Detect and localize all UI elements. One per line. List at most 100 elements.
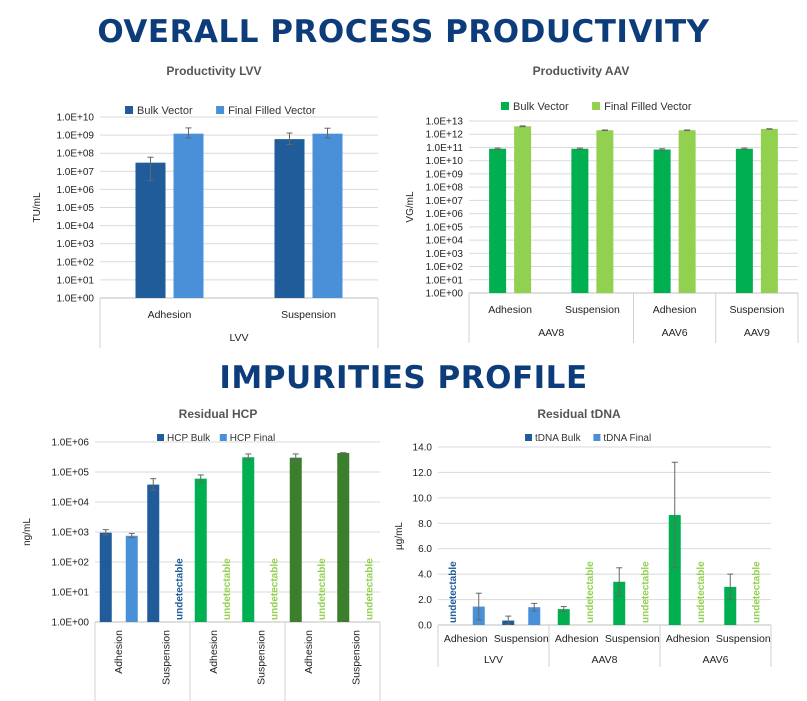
category-label: Adhesion [113,630,125,674]
impurities-section-title: IMPURITIES PROFILE [219,360,588,396]
y-tick-label: 1.0E+13 [425,117,463,128]
legend-label: Final Filled Vector [228,105,316,117]
y-tick-label: 1.0E+02 [56,257,94,268]
bar-bulk [557,609,570,625]
category-label: Suspension [716,633,771,645]
category-label: Suspension [494,633,549,645]
bar-final [528,607,541,625]
y-tick-label: 10.0 [413,493,433,504]
y-tick-label: 1.0E+04 [56,221,94,232]
y-tick-label: 1.0E+07 [425,196,463,207]
bar-bulk [194,478,207,622]
y-tick-label: 0.0 [418,621,432,632]
category-label: Suspension [160,630,172,685]
category-label: Adhesion [653,304,697,316]
legend-label: tDNA Bulk [535,433,582,444]
y-tick-label: 1.0E+01 [51,588,89,599]
y-tick-label: 1.0E+06 [56,185,94,196]
y-axis-label: ng/mL [22,518,33,546]
y-tick-label: 1.0E+09 [56,131,94,142]
y-tick-label: 1.0E+01 [425,275,463,286]
y-axis-label: TU/mL [32,192,43,222]
category-label: Suspension [729,304,784,316]
undetectable-label: undetectable [269,558,280,620]
y-tick-label: 1.0E+06 [51,438,89,449]
y-tick-label: 1.0E+03 [425,249,463,260]
legend-label: Bulk Vector [137,105,193,117]
group-label: LVV [229,332,248,344]
group-label: AAV6 [702,654,728,666]
y-tick-label: 1.0E+01 [56,275,94,286]
category-label: Adhesion [666,633,710,645]
bar-final [312,133,343,298]
undetectable-label: undetectable [585,561,596,623]
legend-swatch [125,106,133,114]
legend-swatch [216,106,225,114]
legend-swatch [592,102,601,110]
category-label: Suspension [281,309,336,321]
bar-bulk [99,532,112,622]
category-label: Suspension [350,630,362,685]
y-axis-label: VG/mL [405,191,416,223]
bar-bulk [242,457,255,622]
y-tick-label: 6.0 [418,544,432,555]
category-label: Adhesion [303,630,315,674]
y-tick-label: 8.0 [418,519,432,530]
y-tick-label: 1.0E+02 [425,262,463,273]
y-tick-label: 1.0E+11 [426,143,463,154]
productivity-lvv-chart: Productivity LVV Bulk Vector Final Filled … [32,64,379,348]
y-tick-label: 14.0 [413,443,433,454]
y-tick-label: 1.0E+03 [51,528,89,539]
undetectable-label: undetectable [751,561,762,623]
undetectable-label: undetectable [317,558,328,620]
y-tick-label: 1.0E+00 [51,618,89,629]
undetectable-label: undetectable [174,558,185,620]
y-tick-label: 1.0E+04 [425,236,463,247]
legend-label: Final Filled Vector [604,101,692,113]
bar-final [514,126,532,294]
chart-title: Residual tDNA [537,407,621,421]
y-axis-label: µg/mL [394,522,405,550]
bar-bulk [724,586,737,625]
y-tick-label: 1.0E+10 [56,113,94,124]
y-tick-label: 4.0 [418,570,432,581]
y-tick-label: 1.0E+00 [425,289,463,300]
group-label: AAV8 [538,327,564,339]
productivity-section-title: OVERALL PROCESS PRODUCTIVITY [97,14,710,50]
group-label: AAV9 [744,327,770,339]
category-label: Adhesion [555,633,599,645]
y-tick-label: 1.0E+07 [56,167,94,178]
legend-label: HCP Bulk [167,433,211,444]
bar-bulk [274,139,305,298]
y-tick-label: 1.0E+12 [425,130,463,141]
y-tick-label: 1.0E+00 [56,294,94,305]
legend-label: Bulk Vector [513,101,569,113]
bar-bulk [337,452,350,622]
undetectable-label: undetectable [364,558,375,620]
y-tick-label: 1.0E+02 [51,558,89,569]
legend-label: tDNA Final [603,433,651,444]
bar-bulk [135,162,166,298]
undetectable-label: undetectable [640,561,651,623]
bar-bulk [489,148,507,293]
y-tick-label: 1.0E+04 [51,498,89,509]
legend-swatch [157,434,164,441]
bar-final [596,130,614,293]
bar-final [760,128,778,293]
legend-label: HCP Final [230,433,275,444]
productivity-aav-chart: Productivity AAV Bulk Vector Final Filled … [405,64,799,343]
group-label: AAV6 [662,327,688,339]
y-tick-label: 1.0E+09 [425,169,463,180]
undetectable-label: undetectable [696,561,707,623]
legend-swatch [219,434,227,441]
category-label: Suspension [565,304,620,316]
y-tick-label: 1.0E+05 [56,203,94,214]
bar-bulk [735,148,753,293]
bar-bulk [613,581,626,625]
category-label: Suspension [605,633,660,645]
y-tick-label: 1.0E+05 [51,468,89,479]
category-label: Adhesion [208,630,220,674]
legend-swatch [525,434,532,441]
category-label: Adhesion [148,309,192,321]
residual-hcp-chart: Residual HCP HCP Bulk HCP Final ng/mL 1.0E+0… [22,407,381,701]
